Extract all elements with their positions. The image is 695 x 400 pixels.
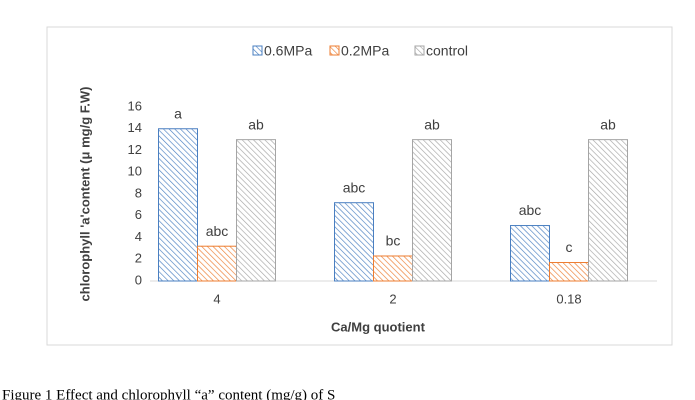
- legend-swatch: [329, 45, 340, 56]
- y-tick-label: 12: [128, 142, 142, 157]
- y-tick-label: 10: [128, 164, 142, 179]
- y-tick-label: 14: [128, 120, 142, 135]
- legend-swatch: [414, 45, 425, 56]
- legend-label: 0.6MPa: [264, 43, 312, 59]
- significance-letter: abc: [519, 202, 542, 218]
- y-tick-label: 8: [135, 185, 142, 200]
- significance-letter: abc: [206, 223, 229, 239]
- bar: [588, 139, 628, 282]
- significance-letter: c: [566, 239, 573, 255]
- significance-letter: abc: [343, 179, 366, 195]
- significance-letter: ab: [248, 116, 264, 132]
- bar: [510, 225, 550, 282]
- significance-letter: ab: [424, 116, 440, 132]
- bar: [158, 128, 198, 282]
- bar: [197, 245, 237, 282]
- y-tick-label: 4: [135, 229, 142, 244]
- significance-letter: ab: [600, 116, 616, 132]
- y-tick-label: 0: [135, 272, 142, 287]
- significance-letter: bc: [386, 233, 401, 249]
- chart-frame: [46, 26, 673, 346]
- y-tick-label: 16: [128, 98, 142, 113]
- bar: [373, 255, 413, 282]
- legend-swatch: [252, 45, 263, 56]
- x-tick-label: 2: [389, 291, 396, 306]
- y-tick-label: 6: [135, 207, 142, 222]
- y-axis-label: chlorophyll 'a'content (μ mg/g F.W): [77, 87, 92, 302]
- y-tick-label: 2: [135, 251, 142, 266]
- bar: [412, 139, 452, 282]
- x-tick-label: 0.18: [556, 291, 581, 306]
- caption: Figure 1 Effect and chlorophyll “a” cont…: [2, 387, 335, 400]
- bar: [549, 262, 589, 282]
- legend-label: 0.2MPa: [341, 43, 389, 59]
- x-tick-label: 4: [213, 291, 220, 306]
- significance-letter: a: [174, 105, 182, 121]
- bar: [334, 202, 374, 282]
- legend-label: control: [426, 43, 468, 59]
- x-axis-label: Ca/Mg quotient: [331, 319, 426, 334]
- bar: [236, 139, 276, 282]
